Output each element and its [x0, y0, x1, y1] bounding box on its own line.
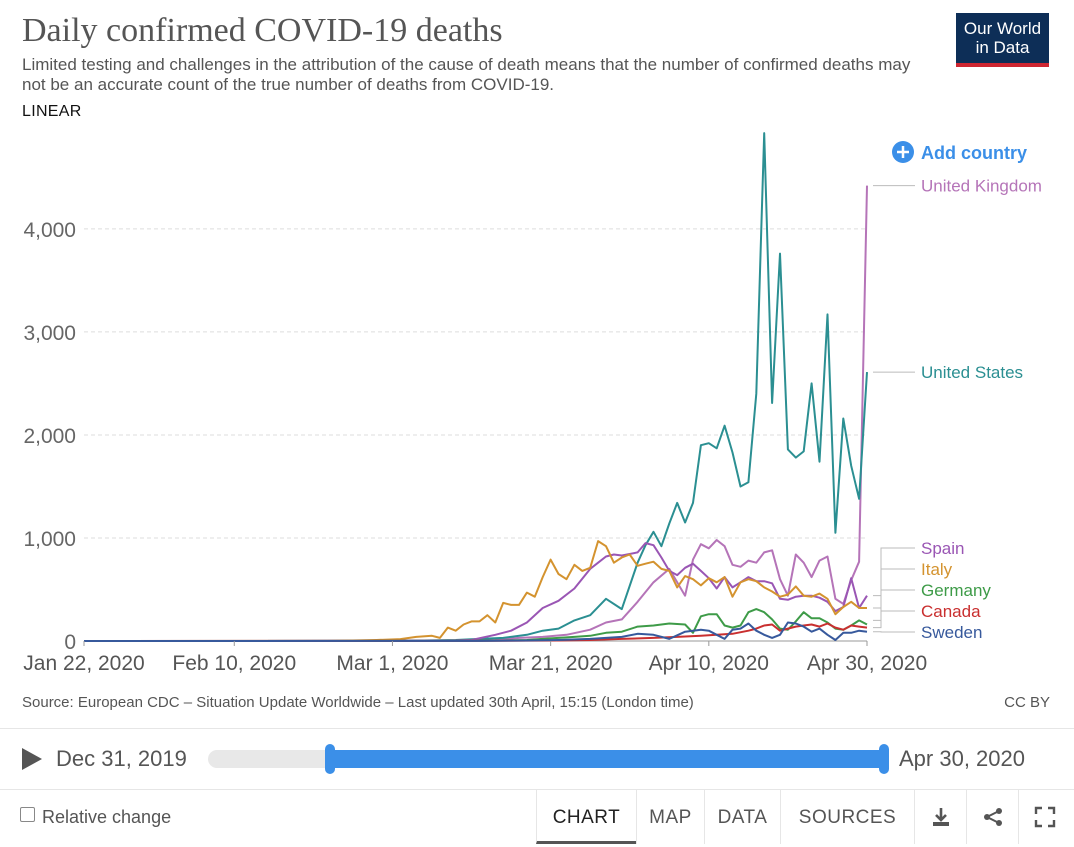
share-button[interactable] [966, 789, 1018, 844]
legend-label[interactable]: Germany [921, 581, 991, 600]
relative-change-checkbox[interactable] [20, 807, 35, 822]
series-line-united-states[interactable] [84, 133, 867, 641]
download-button[interactable] [914, 789, 966, 844]
add-country-button[interactable]: Add country [892, 141, 1027, 163]
add-country-label[interactable]: Add country [921, 143, 1027, 163]
x-tick-label: Jan 22, 2020 [23, 652, 144, 675]
share-icon [982, 806, 1004, 828]
series-line-italy[interactable] [84, 541, 867, 641]
series-line-spain[interactable] [84, 543, 867, 641]
legend-connector [873, 590, 915, 620]
tab-data[interactable]: DATA [704, 789, 780, 844]
timeline-start-date: Dec 31, 2019 [56, 746, 187, 772]
relative-change-label[interactable]: Relative change [42, 807, 171, 828]
chart-grid: 0 1,000 2,000 3,000 4,000 [23, 219, 867, 654]
x-axis: Jan 22, 2020 Feb 10, 2020 Mar 1, 2020 Mar 2… [23, 641, 927, 675]
logo-line-2: in Data [956, 38, 1049, 57]
legend-label[interactable]: Italy [921, 560, 953, 579]
tab-sources[interactable]: SOURCES [780, 789, 914, 844]
fullscreen-button[interactable] [1018, 789, 1070, 844]
play-icon[interactable] [22, 748, 42, 770]
source-note[interactable]: Source: European CDC – Situation Update … [22, 694, 694, 711]
y-tick-label: 2,000 [23, 425, 76, 448]
timeline-selected-range[interactable] [330, 750, 885, 768]
x-tick-label: Apr 10, 2020 [649, 652, 769, 675]
timeline: Dec 31, 2019 Apr 30, 2020 [0, 728, 1074, 790]
x-tick-label: Apr 30, 2020 [807, 652, 927, 675]
chart-title: Daily confirmed COVID-19 deaths [22, 12, 503, 50]
y-tick-label: 1,000 [23, 528, 76, 551]
timeline-end-handle[interactable] [879, 744, 889, 774]
legend-label[interactable]: United Kingdom [921, 177, 1042, 196]
scale-toggle[interactable]: LINEAR [22, 103, 82, 121]
owid-logo[interactable]: Our World in Data [956, 13, 1049, 67]
legend-connector [873, 611, 915, 628]
fullscreen-icon [1034, 806, 1056, 828]
license-link[interactable]: CC BY [1004, 694, 1050, 711]
y-tick-label: 3,000 [23, 322, 76, 345]
legend-label[interactable]: United States [921, 363, 1023, 382]
legend-label[interactable]: Spain [921, 539, 964, 558]
y-tick-label: 4,000 [23, 219, 76, 242]
logo-line-1: Our World [956, 19, 1049, 38]
chart-series [84, 133, 867, 641]
x-tick-label: Feb 10, 2020 [172, 652, 296, 675]
tab-map[interactable]: MAP [636, 789, 704, 844]
series-line-united-kingdom[interactable] [84, 186, 867, 641]
timeline-start-handle[interactable] [325, 744, 335, 774]
chart-subtitle: Limited testing and challenges in the at… [22, 55, 922, 95]
legend-connector [873, 548, 915, 596]
legend-connector [873, 569, 915, 608]
legend-label[interactable]: Canada [921, 602, 981, 621]
tab-chart[interactable]: CHART [536, 789, 636, 844]
y-tick-label: 0 [64, 631, 76, 654]
control-bar: Relative change CHART MAP DATA SOURCES [0, 789, 1074, 844]
timeline-end-date: Apr 30, 2020 [899, 746, 1025, 772]
x-tick-label: Mar 21, 2020 [489, 652, 613, 675]
chart-legend: United Kingdom United States Spain Italy Ger… [873, 177, 1042, 642]
download-icon [930, 806, 952, 828]
legend-label[interactable]: Sweden [921, 623, 982, 642]
x-tick-label: Mar 1, 2020 [336, 652, 448, 675]
